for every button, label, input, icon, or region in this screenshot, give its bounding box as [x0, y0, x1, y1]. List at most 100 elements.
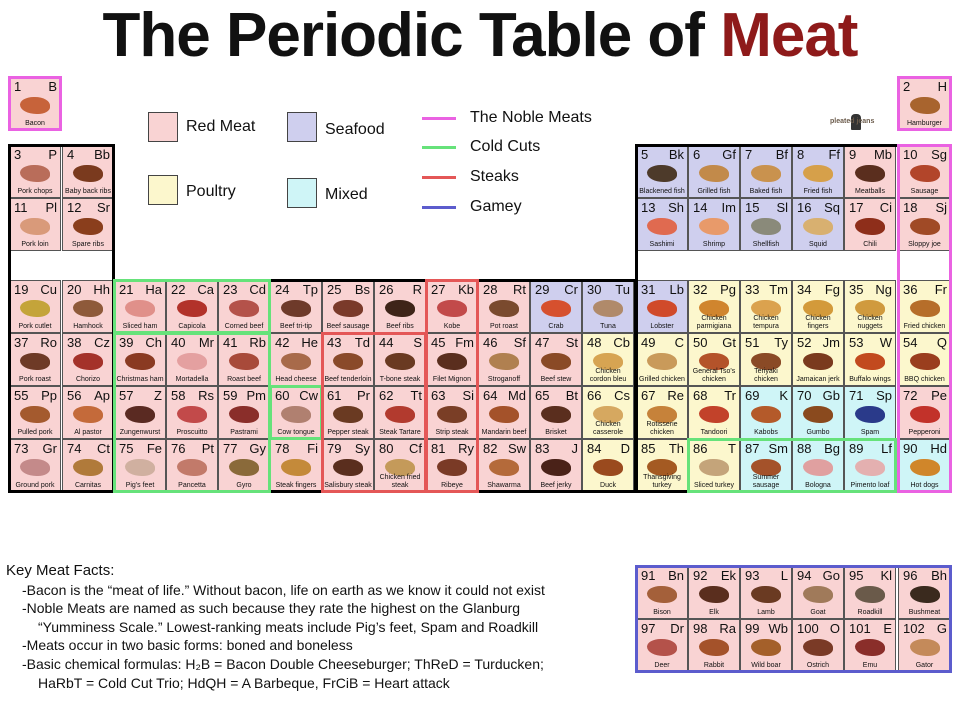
element-number: 18	[903, 200, 918, 215]
element-name: Grilled fish	[697, 188, 731, 195]
element-header: 69 K	[745, 388, 788, 404]
element-number: 79	[327, 441, 342, 456]
element-number: 39	[119, 335, 134, 350]
element-header: 29 Cr	[535, 282, 578, 298]
element-header: 30 Tu	[587, 282, 630, 298]
element-cell: 28 Rt Pot roast	[478, 280, 530, 333]
meat-image	[803, 353, 833, 370]
meat-image	[647, 218, 677, 235]
meat-image	[385, 459, 415, 476]
element-name: Spare ribs	[72, 241, 104, 248]
element-symbol: Gy	[249, 441, 266, 456]
meat-image	[73, 406, 103, 423]
element-number: 86	[693, 441, 708, 456]
element-name: Beef ribs	[386, 323, 414, 330]
element-cell: 19 Cu Pork cutlet	[9, 280, 61, 333]
legend-line-steaks	[422, 176, 456, 179]
element-name: Pork cutlet	[18, 323, 52, 330]
element-number: 70	[797, 388, 812, 403]
legend-label-steaks: Steaks	[470, 168, 519, 185]
meat-image	[751, 353, 781, 370]
element-header: 64 Md	[483, 388, 526, 404]
legend-line-noble	[422, 117, 456, 120]
element-symbol: Fi	[307, 441, 318, 456]
element-cell: 102 G Gator	[898, 619, 951, 672]
meat-image	[333, 353, 363, 370]
element-number: 69	[745, 388, 760, 403]
element-number: 5	[641, 147, 649, 162]
element-number: 13	[641, 200, 656, 215]
cold-cuts-frame-tongue	[269, 385, 323, 440]
meat-image	[751, 165, 781, 182]
element-name: T-bone steak	[379, 376, 421, 383]
legend-label-red-meat: Red Meat	[186, 118, 256, 135]
element-symbol: Pm	[246, 388, 267, 403]
element-symbol: Sp	[876, 388, 892, 403]
element-header: 81 Ry	[431, 441, 474, 457]
meat-image	[20, 353, 50, 370]
meat-image	[699, 353, 729, 370]
fact-line: HaRbT = Cold Cut Trio; HdQH = A Barbeque…	[38, 674, 450, 691]
element-name: Duck	[600, 482, 616, 489]
element-number: 89	[849, 441, 864, 456]
element-number: 24	[275, 282, 290, 297]
meat-image	[699, 459, 729, 476]
element-header: 84 D	[587, 441, 630, 457]
element-number: 38	[67, 335, 82, 350]
element-header: 10 Sg	[903, 147, 947, 163]
element-cell: 8 Ff Fried fish	[792, 145, 844, 198]
element-header: 88 Bg	[797, 441, 840, 457]
element-symbol: Bf	[775, 147, 788, 162]
element-name: Head cheese	[275, 376, 317, 383]
element-name: Pork roast	[19, 376, 51, 383]
element-name: Spam	[860, 429, 880, 436]
element-name: Beef tri-tip	[280, 323, 312, 330]
element-number: 68	[693, 388, 708, 403]
element-name: Pork chops	[17, 188, 53, 195]
element-symbol: B	[48, 79, 57, 94]
element-number: 21	[119, 282, 134, 297]
meat-image	[20, 459, 50, 476]
element-header: 83 J	[535, 441, 578, 457]
element-symbol: Ro	[40, 335, 57, 350]
legend-swatch-poultry	[148, 175, 178, 205]
meat-image	[751, 459, 781, 476]
element-number: 100	[797, 621, 819, 636]
element-cell: 47 St Beef stew	[530, 333, 582, 386]
element-header: 61 Pr	[327, 388, 370, 404]
element-header: 76 Pt	[171, 441, 214, 457]
legend-label-gamey: Gamey	[470, 198, 522, 215]
meat-image	[437, 406, 467, 423]
element-symbol: Fg	[824, 282, 840, 297]
element-header: 90 Hd	[903, 441, 947, 457]
element-number: 46	[483, 335, 498, 350]
element-symbol: Pr	[357, 388, 370, 403]
element-header: 63 Si	[431, 388, 474, 404]
element-cell: 88 Bg Bologna	[792, 439, 844, 492]
element-header: 12 Sr	[67, 200, 110, 216]
element-symbol: T	[728, 441, 736, 456]
element-symbol: Bs	[354, 282, 370, 297]
element-cell: 91 Bn Bison	[636, 566, 688, 619]
element-number: 45	[431, 335, 446, 350]
element-cell: 13 Sh Sashimi	[636, 198, 688, 251]
element-header: 9 Mb	[849, 147, 892, 163]
element-header: 100 O	[797, 621, 840, 637]
element-number: 102	[903, 621, 925, 636]
meat-image	[333, 300, 363, 317]
meat-image	[803, 406, 833, 423]
element-symbol: Go	[822, 568, 840, 583]
element-symbol: Tm	[769, 282, 788, 297]
element-name: Crab	[548, 323, 564, 330]
element-number: 84	[587, 441, 602, 456]
element-number: 4	[67, 147, 75, 162]
element-header: 32 Pg	[693, 282, 736, 298]
element-symbol: St	[565, 335, 578, 350]
facts-title: Key Meat Facts:	[6, 562, 115, 579]
element-cell: 50 Gt General Tso's chicken	[688, 333, 740, 386]
element-name: Hot dogs	[910, 482, 939, 489]
element-header: 38 Cz	[67, 335, 110, 351]
element-number: 63	[431, 388, 446, 403]
element-number: 95	[849, 568, 864, 583]
element-cell: 14 Im Shrimp	[688, 198, 740, 251]
